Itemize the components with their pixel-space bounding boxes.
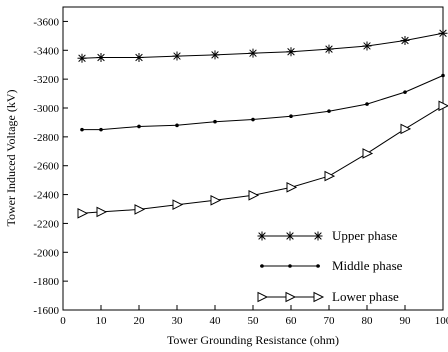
data-point: [248, 189, 260, 201]
x-tick-label: 30: [172, 315, 184, 327]
data-point: [80, 127, 84, 132]
x-tick-label: 20: [134, 315, 146, 327]
x-tick-label: 100: [435, 315, 448, 327]
legend-label: Middle phase: [332, 258, 403, 273]
data-point: [285, 231, 295, 241]
series-lower-phase: [77, 100, 448, 219]
data-point: [257, 231, 267, 241]
y-tick-label: -2800: [33, 132, 59, 144]
y-axis-title: Tower Induced Voltage (kV): [4, 89, 18, 226]
data-point: [316, 264, 320, 268]
y-tick-label: -1800: [33, 276, 59, 288]
data-point: [313, 231, 323, 241]
x-tick-label: 40: [210, 315, 222, 327]
data-point: [285, 291, 297, 303]
x-tick-label: 70: [324, 315, 336, 327]
y-tick-label: -2000: [33, 247, 59, 259]
data-point: [438, 100, 448, 112]
data-point: [172, 199, 184, 210]
data-point: [286, 47, 296, 57]
data-point: [313, 291, 325, 303]
axis-ticks: 0 10 20 30 40 50 60 70 80 90 100 -1600 -1800 -2000 -22…: [33, 16, 448, 327]
legend-label: Upper phase: [332, 228, 398, 243]
y-tick-label: -2200: [33, 218, 59, 230]
data-point: [96, 53, 106, 62]
y-tick-label: -2400: [33, 190, 59, 202]
x-tick-label: 0: [60, 315, 66, 327]
data-point: [77, 208, 89, 219]
x-tick-label: 10: [96, 315, 108, 327]
data-point: [251, 117, 255, 122]
data-point: [257, 291, 269, 303]
data-point: [400, 35, 410, 45]
data-point: [210, 50, 220, 60]
series-middle-phase: [80, 73, 445, 132]
y-tick-label: -3600: [33, 16, 59, 28]
data-point: [403, 90, 407, 94]
y-tick-label: -3400: [33, 45, 59, 57]
data-point: [362, 148, 374, 159]
data-point: [438, 28, 448, 38]
data-point: [400, 123, 412, 135]
data-point: [324, 44, 334, 54]
data-point: [137, 124, 141, 129]
legend-item: Upper phase: [257, 228, 398, 243]
data-point: [210, 195, 222, 206]
data-point: [172, 51, 182, 61]
data-point: [77, 53, 87, 63]
data-point: [286, 182, 298, 193]
data-point: [134, 204, 146, 215]
data-point: [288, 264, 292, 268]
series-group: [77, 28, 448, 219]
x-tick-label: 90: [400, 315, 412, 327]
legend-item: Lower phase: [257, 289, 399, 304]
x-tick-label: 50: [248, 315, 260, 327]
legend-item: Middle phase: [260, 258, 403, 273]
data-point: [289, 114, 293, 119]
data-point: [99, 127, 103, 132]
data-point: [327, 109, 331, 113]
y-tick-label: -3200: [33, 74, 59, 86]
data-point: [213, 119, 217, 124]
x-axis-title: Tower Grounding Resistance (ohm): [167, 333, 339, 347]
data-point: [134, 53, 144, 62]
data-point: [324, 170, 336, 182]
x-tick-label: 60: [286, 315, 298, 327]
x-tick-label: 80: [362, 315, 374, 327]
data-point: [248, 48, 258, 58]
data-point: [365, 102, 369, 106]
data-point: [96, 206, 108, 218]
legend: Upper phase Middle phase Lower phase: [257, 228, 403, 304]
data-point: [441, 73, 445, 78]
data-point: [175, 123, 179, 128]
legend-label: Lower phase: [332, 289, 399, 304]
y-tick-label: -2600: [33, 161, 59, 173]
y-tick-label: -1600: [33, 305, 59, 317]
y-tick-label: -3000: [33, 103, 59, 115]
data-point: [362, 41, 372, 51]
data-point: [260, 264, 264, 268]
series-upper-phase: [77, 28, 448, 63]
